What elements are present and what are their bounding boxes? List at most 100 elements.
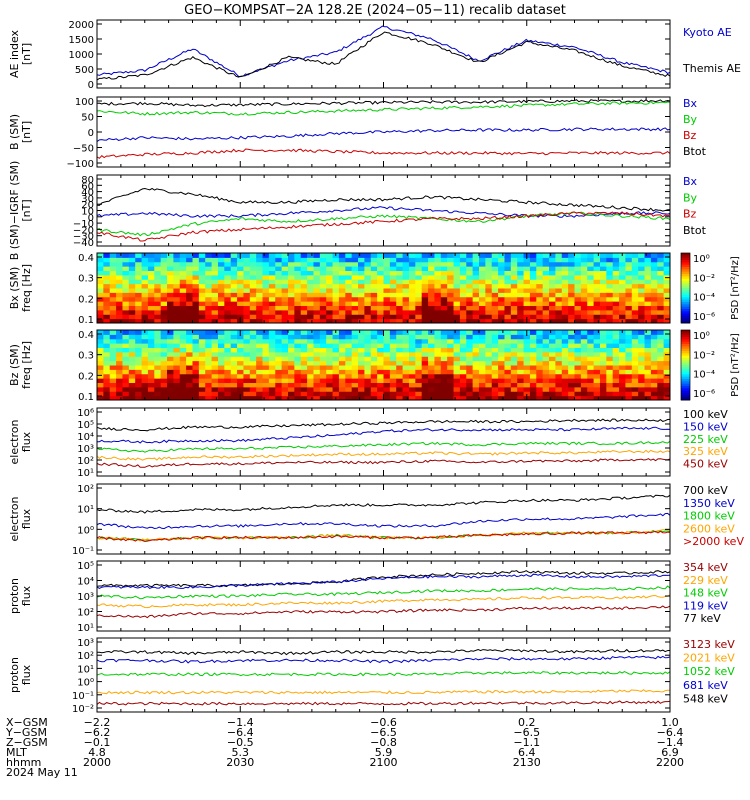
spectrogram-cell	[619, 378, 626, 384]
spectrogram-cell	[173, 391, 181, 397]
spectrogram-cell	[294, 301, 302, 307]
spectrogram-cell	[97, 382, 104, 388]
y-tick-label: 80	[81, 175, 94, 186]
spectrogram-cell	[186, 391, 193, 397]
legend-entry: Btot	[683, 145, 707, 158]
spectrogram-cell	[631, 360, 639, 366]
spectrogram-cell	[383, 343, 391, 349]
spectrogram-cell	[160, 382, 168, 388]
spectrogram-cell	[109, 369, 117, 375]
spectrogram-cell	[256, 386, 264, 392]
spectrogram-cell	[536, 253, 544, 258]
colorbar-step	[681, 393, 690, 396]
spectrogram-cell	[447, 292, 455, 298]
spectrogram-cell	[536, 270, 544, 276]
spectrogram-cell	[275, 292, 283, 298]
spectrogram-cell	[338, 338, 346, 344]
spectrogram-cell	[561, 296, 569, 302]
spectrogram-cell	[580, 266, 588, 272]
spectrogram-cell	[205, 261, 213, 267]
spectrogram-cell	[631, 343, 639, 349]
spectrogram-cell	[300, 338, 308, 344]
spectrogram-cell	[574, 305, 582, 311]
spectrogram-cell	[389, 270, 397, 276]
spectrogram-cell	[224, 309, 232, 315]
spectrogram-cell	[402, 257, 410, 263]
spectrogram-cell	[358, 343, 365, 349]
colorbar-step	[681, 260, 690, 263]
spectrogram-cell	[167, 318, 174, 324]
spectrogram-cell	[485, 369, 493, 375]
legend-entry: 1350 keV	[683, 497, 735, 510]
spectrogram-cell	[116, 338, 123, 344]
y-axis-label: Bz (SM)	[8, 344, 21, 386]
spectrogram-cell	[510, 391, 518, 397]
spectrogram-cell	[389, 314, 397, 320]
spectrogram-cell	[358, 351, 365, 357]
spectrogram-cell	[587, 347, 595, 353]
series-line-bx	[97, 127, 670, 143]
series-line-225-kev	[97, 440, 670, 453]
spectrogram-cell	[408, 386, 416, 392]
spectrogram-cell	[466, 257, 474, 263]
spectrogram-cell	[243, 296, 251, 302]
spectrogram-cell	[268, 279, 276, 285]
spectrogram-cell	[447, 347, 455, 353]
spectrogram-cell	[561, 391, 569, 397]
spectrogram-cell	[638, 334, 646, 340]
spectrogram-cell	[141, 274, 149, 280]
spectrogram-cell	[249, 301, 257, 307]
spectrogram-cell	[205, 330, 213, 335]
spectrogram-cell	[186, 296, 193, 302]
spectrogram-cell	[561, 373, 569, 379]
spectrogram-cell	[294, 356, 302, 362]
spectrogram-cell	[568, 378, 575, 384]
spectrogram-cell	[517, 386, 525, 392]
spectrogram-cell	[453, 257, 461, 263]
series-line-kyoto-ae	[97, 25, 670, 78]
spectrogram-cell	[173, 270, 181, 276]
spectrogram-cell	[230, 288, 238, 293]
y-tick-label: 10⁻¹	[72, 691, 94, 702]
legend-entry: Btot	[683, 224, 707, 237]
spectrogram-cell	[313, 288, 321, 293]
x-axis-table: X−GSM −2.2 −1.4 −0.6 0.2 1.0Y−GSM −6.2 −6.4 −6.5…	[5, 716, 684, 779]
spectrogram-cell	[256, 343, 264, 349]
spectrogram-cell	[281, 296, 289, 302]
spectrogram-cell	[536, 334, 544, 340]
spectrogram-cell	[249, 314, 257, 320]
spectrogram-cell	[122, 395, 130, 401]
spectrogram-cell	[243, 338, 251, 344]
spectrogram-cell	[211, 369, 219, 375]
spectrogram-cell	[237, 378, 244, 384]
spectrogram-cell	[186, 386, 193, 392]
spectrogram-cell	[294, 369, 302, 375]
spectrogram-cell	[141, 351, 149, 357]
spectrogram-cell	[428, 356, 435, 362]
spectrogram-cell	[167, 391, 174, 397]
spectrogram-cell	[644, 378, 652, 384]
legend-entry: 77 keV	[683, 612, 721, 625]
spectrogram-cell	[103, 365, 111, 370]
spectrogram-cell	[173, 365, 181, 370]
spectrogram-cell	[402, 391, 410, 397]
spectrogram-cell	[631, 309, 639, 315]
spectrogram-cell	[338, 360, 346, 366]
spectrogram-cell	[459, 274, 467, 280]
spectrogram-cell	[510, 279, 518, 285]
spectrogram-cell	[587, 365, 595, 370]
spectrogram-cell	[650, 314, 658, 320]
spectrogram-cell	[198, 347, 206, 353]
spectrogram-cell	[599, 391, 607, 397]
spectrogram-cell	[351, 343, 359, 349]
spectrogram-cell	[472, 382, 480, 388]
spectrogram-cell	[644, 356, 652, 362]
colorbar-step	[681, 332, 690, 336]
spectrogram-cell	[243, 356, 251, 362]
spectrogram-cell	[249, 253, 257, 258]
spectrogram-cell	[555, 347, 563, 353]
spectrogram-cell	[198, 318, 206, 324]
colorbar-frame	[680, 329, 691, 401]
spectrogram-cell	[268, 373, 276, 379]
